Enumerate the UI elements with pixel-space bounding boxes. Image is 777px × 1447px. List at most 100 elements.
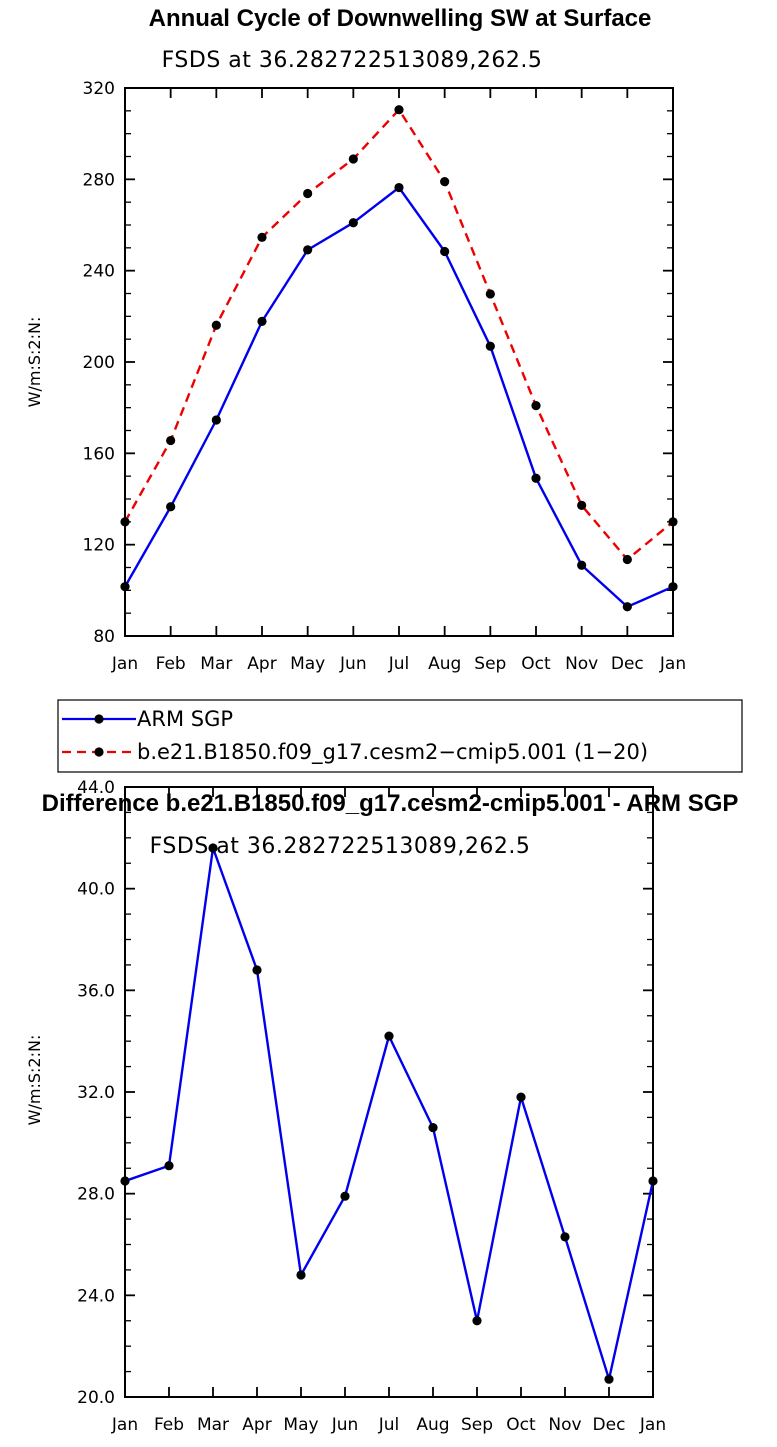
plot-frame xyxy=(124,786,654,1398)
data-point xyxy=(485,289,495,299)
data-point xyxy=(303,188,313,199)
series-line-0 xyxy=(123,186,674,608)
y-axis-label: W/m:S:2:N: xyxy=(25,1035,44,1126)
y-tick-label: 280 xyxy=(83,170,115,190)
legend: ARM SGP b.e21.B1850.f09_g17.cesm2−cmip5.… xyxy=(57,699,743,773)
y-tick-label: 20.0 xyxy=(77,1388,115,1408)
x-tick-label: Apr xyxy=(247,654,276,674)
data-point xyxy=(120,1176,130,1186)
legend-marker-cesm2 xyxy=(94,747,104,757)
data-point xyxy=(303,245,313,255)
data-point xyxy=(296,1270,306,1280)
data-point xyxy=(164,1161,174,1171)
y-tick-label: 200 xyxy=(83,353,115,373)
y-tick-label: 24.0 xyxy=(77,1286,115,1306)
data-point xyxy=(211,320,221,330)
x-tick-label: Jan xyxy=(659,654,686,674)
x-tick-label: Jul xyxy=(388,654,410,674)
data-point xyxy=(252,965,262,975)
chart-title: Difference b.e21.B1850.f09_g17.cesm2-cmi… xyxy=(42,790,739,817)
y-tick-label: 28.0 xyxy=(77,1185,115,1205)
x-tick-label: Jan xyxy=(111,654,138,674)
data-point xyxy=(577,560,587,570)
data-point xyxy=(531,401,541,411)
x-tick-label: Sep xyxy=(474,654,506,674)
plot-area: 80 120 160 200 240 280 320 Jan Feb Mar Apr May Jun Ju… xyxy=(83,79,687,674)
x-tick-label: Dec xyxy=(593,1415,626,1435)
y-tick-label: 120 xyxy=(83,536,115,556)
y-tick-label: 240 xyxy=(83,262,115,282)
plot-area: 20.0 24.0 28.0 32.0 36.0 40.0 44.0 Jan Feb Mar Apr… xyxy=(77,778,666,1435)
x-tick-label: Mar xyxy=(200,654,232,674)
x-tick-label: Jun xyxy=(331,1415,359,1435)
data-point xyxy=(622,602,632,612)
annual-cycle-chart: Annual Cycle of Downwelling SW at Surfac… xyxy=(25,5,686,674)
data-point xyxy=(208,843,218,853)
x-tick-label: Dec xyxy=(611,654,644,674)
x-tick-label: Aug xyxy=(428,654,461,674)
x-tick-label: Mar xyxy=(197,1415,229,1435)
y-tick-label: 320 xyxy=(83,79,115,99)
data-point xyxy=(348,218,358,228)
chart-subtitle: FSDS at 36.282722513089,262.5 xyxy=(150,834,531,859)
legend-marker-arm-sgp xyxy=(94,714,104,724)
x-tick-label: Apr xyxy=(242,1415,271,1435)
plot-frame xyxy=(124,87,674,637)
data-point xyxy=(668,582,678,592)
data-point xyxy=(166,502,176,512)
data-point xyxy=(531,473,541,483)
data-point xyxy=(394,105,404,115)
x-tick-label: May xyxy=(290,654,325,674)
x-tick-label: Feb xyxy=(156,654,186,674)
x-tick-label: Nov xyxy=(548,1415,581,1435)
data-point xyxy=(348,154,358,164)
data-point xyxy=(440,246,450,257)
data-point xyxy=(340,1191,350,1201)
data-point xyxy=(604,1374,614,1384)
series-line-1 xyxy=(123,108,674,561)
x-tick-label: Jul xyxy=(378,1415,400,1435)
x-tick-label: Feb xyxy=(154,1415,184,1435)
x-tick-label: May xyxy=(283,1415,318,1435)
data-point xyxy=(166,435,176,446)
x-tick-label: Oct xyxy=(521,654,551,674)
y-tick-label: 160 xyxy=(83,444,115,464)
data-point xyxy=(257,316,267,326)
y-tick-label: 32.0 xyxy=(77,1083,115,1103)
legend-label-cesm2: b.e21.B1850.f09_g17.cesm2−cmip5.001 (1−2… xyxy=(137,740,648,765)
data-point xyxy=(394,182,404,193)
data-point xyxy=(648,1176,658,1186)
difference-chart: Difference b.e21.B1850.f09_g17.cesm2-cmi… xyxy=(25,778,738,1435)
legend-label-arm-sgp: ARM SGP xyxy=(137,707,233,731)
y-tick-label: 44.0 xyxy=(77,778,115,798)
data-point xyxy=(472,1316,482,1326)
x-tick-label: Oct xyxy=(506,1415,536,1435)
data-point xyxy=(485,341,495,351)
x-tick-label: Jan xyxy=(639,1415,666,1435)
y-axis-label: W/m:S:2:N: xyxy=(25,317,44,408)
y-tick-label: 80 xyxy=(93,627,115,647)
data-point xyxy=(668,517,678,527)
data-point xyxy=(257,232,267,242)
x-tick-label: Sep xyxy=(461,1415,493,1435)
x-tick-label: Jun xyxy=(339,654,367,674)
series-line-0 xyxy=(124,846,655,1381)
data-point xyxy=(577,500,587,510)
data-point xyxy=(440,177,450,187)
legend-entry-arm-sgp: ARM SGP xyxy=(62,707,233,731)
data-point xyxy=(560,1232,570,1242)
x-tick-label: Aug xyxy=(416,1415,449,1435)
chart-subtitle: FSDS at 36.282722513089,262.5 xyxy=(162,48,543,73)
legend-box xyxy=(57,699,743,773)
chart-title: Annual Cycle of Downwelling SW at Surfac… xyxy=(149,5,652,32)
data-point xyxy=(622,554,632,565)
data-point xyxy=(384,1031,394,1041)
data-point xyxy=(120,582,130,592)
legend-entry-cesm2: b.e21.B1850.f09_g17.cesm2−cmip5.001 (1−2… xyxy=(62,740,648,765)
x-tick-label: Jan xyxy=(111,1415,138,1435)
y-tick-label: 40.0 xyxy=(77,880,115,900)
data-point xyxy=(428,1122,438,1133)
data-point xyxy=(516,1092,526,1102)
data-point xyxy=(120,517,130,527)
